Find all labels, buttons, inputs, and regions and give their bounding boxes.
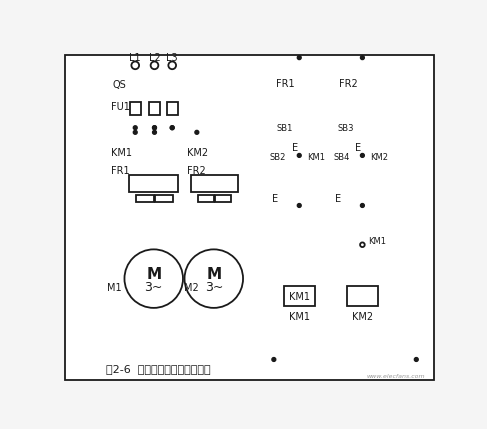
- Circle shape: [360, 242, 365, 247]
- Circle shape: [170, 126, 174, 130]
- Circle shape: [185, 249, 243, 308]
- Text: SB3: SB3: [338, 124, 354, 133]
- Circle shape: [131, 61, 139, 69]
- Text: E: E: [355, 143, 361, 153]
- Text: M2: M2: [184, 283, 199, 293]
- Text: KM1: KM1: [289, 293, 310, 302]
- Text: KM1: KM1: [111, 148, 131, 158]
- Text: FR2: FR2: [339, 79, 358, 89]
- Circle shape: [170, 126, 174, 130]
- Bar: [129, 175, 178, 192]
- Circle shape: [169, 61, 176, 69]
- Text: FR1: FR1: [111, 166, 129, 176]
- Bar: [347, 286, 378, 305]
- Circle shape: [195, 130, 199, 134]
- Text: SB4: SB4: [333, 153, 350, 162]
- Bar: [191, 175, 238, 192]
- Text: M: M: [146, 267, 161, 282]
- Text: E: E: [335, 194, 341, 204]
- Text: KM2: KM2: [352, 312, 373, 322]
- Text: KM2: KM2: [370, 153, 388, 162]
- Text: KM1: KM1: [307, 153, 325, 162]
- Text: FR2: FR2: [187, 166, 206, 176]
- Text: E: E: [272, 194, 278, 204]
- Circle shape: [414, 357, 418, 361]
- Text: 图2-6  按顺序工作时的控制电路: 图2-6 按顺序工作时的控制电路: [106, 365, 211, 375]
- Circle shape: [298, 203, 301, 207]
- Text: L1: L1: [130, 53, 141, 63]
- Bar: [167, 102, 178, 115]
- Text: M1: M1: [107, 283, 121, 293]
- Text: SB1: SB1: [276, 124, 293, 133]
- Text: KM2: KM2: [187, 148, 208, 158]
- Text: L2: L2: [149, 53, 160, 63]
- Text: KM1: KM1: [369, 237, 387, 246]
- Circle shape: [298, 56, 301, 60]
- Bar: [215, 195, 231, 202]
- Bar: [149, 102, 160, 115]
- Text: 3~: 3~: [145, 281, 163, 294]
- Circle shape: [360, 154, 364, 157]
- Circle shape: [133, 126, 137, 130]
- Circle shape: [360, 56, 364, 60]
- Circle shape: [152, 126, 156, 130]
- Circle shape: [152, 126, 156, 130]
- Text: E: E: [292, 143, 298, 153]
- Text: SB2: SB2: [270, 153, 286, 162]
- Circle shape: [152, 130, 156, 134]
- Text: FR1: FR1: [276, 79, 295, 89]
- Circle shape: [360, 203, 364, 207]
- Circle shape: [125, 249, 183, 308]
- Bar: [155, 195, 173, 202]
- Text: QS: QS: [112, 80, 126, 91]
- Bar: [130, 102, 141, 115]
- Text: M: M: [206, 267, 222, 282]
- Circle shape: [133, 130, 137, 134]
- Circle shape: [272, 357, 276, 361]
- Bar: [198, 195, 214, 202]
- Text: KM1: KM1: [289, 312, 310, 322]
- Text: FU1: FU1: [111, 102, 130, 112]
- Bar: [136, 195, 154, 202]
- Text: L3: L3: [167, 53, 178, 63]
- Text: www.elecfans.com: www.elecfans.com: [366, 374, 425, 379]
- Bar: [284, 286, 315, 305]
- Circle shape: [150, 61, 158, 69]
- Text: 3~: 3~: [205, 281, 223, 294]
- Circle shape: [298, 154, 301, 157]
